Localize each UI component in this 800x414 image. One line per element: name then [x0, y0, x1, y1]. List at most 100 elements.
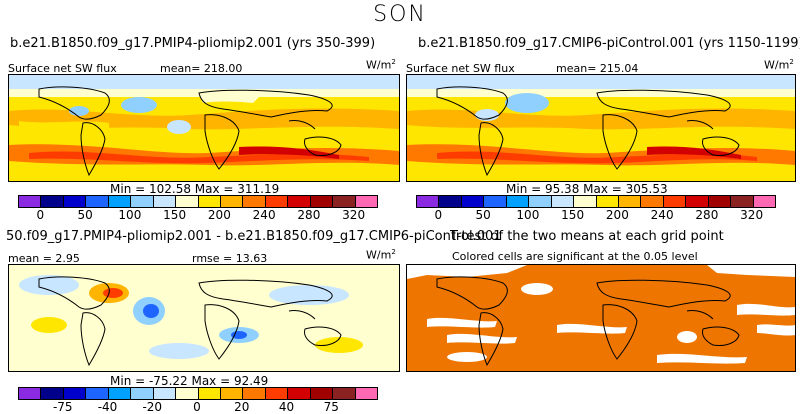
diff-colorbar-swatch: [243, 388, 266, 399]
abs-colorbar-swatch: [417, 196, 440, 207]
bottom-right-map: [406, 264, 796, 372]
diff-colorbar-swatch: [41, 388, 64, 399]
abs-colorbar-swatch: [198, 196, 221, 207]
bottom-left-field: [9, 265, 399, 371]
abs-colorbar-swatch: [618, 196, 642, 207]
diff-colorbar-swatch: [131, 388, 154, 399]
abs-colorbar-swatch: [310, 196, 334, 207]
abs-colorbar-swatch: [176, 196, 199, 207]
diff-colorbar-tick-label: 40: [278, 400, 295, 414]
bottom-right-title: T-test of the two means at each grid poi…: [450, 229, 724, 244]
abs-colorbar-tick-label: 0: [36, 208, 45, 222]
abs-colorbar-swatch: [220, 196, 244, 207]
top-right-units: W/m2: [764, 58, 794, 72]
diff-colorbar-swatch: [176, 388, 199, 399]
abs-colorbar-tick-label: 240: [252, 208, 276, 222]
abs-colorbar-tick-label: 280: [695, 208, 719, 222]
abs-colorbar-swatch: [333, 196, 356, 207]
bottom-left-rmse: rmse = 13.63: [192, 252, 268, 265]
bottom-left-map: [8, 264, 400, 372]
top-right-variable: Surface net SW flux: [406, 62, 515, 75]
diff-colorbar-tick-label: -40: [97, 400, 118, 414]
bottom-right-significance-field: [407, 265, 795, 371]
top-left-minmax: Min = 102.58 Max = 311.19: [110, 182, 280, 196]
abs-colorbar-tick-label: 150: [561, 208, 585, 222]
top-left-units: W/m2: [366, 58, 396, 72]
bottom-left-units: W/m2: [366, 248, 396, 262]
bottom-left-colorbar: [18, 387, 378, 400]
abs-colorbar-tick-label: 0: [434, 208, 443, 222]
diff-colorbar-swatch: [310, 388, 334, 399]
top-right-mean: mean= 215.04: [556, 62, 639, 75]
abs-colorbar-swatch: [153, 196, 177, 207]
top-left-title: b.e21.B1850.f09_g17.PMIP4-pliomip2.001 (…: [10, 36, 376, 51]
diff-colorbar-swatch: [355, 388, 377, 399]
abs-colorbar-swatch: [243, 196, 266, 207]
abs-colorbar-swatch: [641, 196, 664, 207]
top-left-map: [8, 74, 400, 182]
abs-colorbar-swatch: [86, 196, 109, 207]
abs-colorbar-swatch: [108, 196, 132, 207]
abs-colorbar-tick-label: 200: [207, 208, 231, 222]
abs-colorbar-swatch: [731, 196, 754, 207]
diff-colorbar-swatch: [333, 388, 356, 399]
diff-colorbar-swatch: [220, 388, 244, 399]
abs-colorbar-swatch: [265, 196, 289, 207]
diff-colorbar-tick-label: -75: [52, 400, 73, 414]
top-left-variable: Surface net SW flux: [8, 62, 117, 75]
diff-colorbar-swatch: [86, 388, 109, 399]
abs-colorbar-tick-label: 50: [475, 208, 491, 222]
abs-colorbar-tick-label: 200: [605, 208, 629, 222]
abs-colorbar-tick-label: 100: [118, 208, 142, 222]
diff-colorbar-tick-label: 20: [234, 400, 250, 414]
abs-colorbar-tick-label: 150: [163, 208, 187, 222]
abs-colorbar-tick-label: 100: [516, 208, 540, 222]
bottom-left-mean: mean = 2.95: [8, 252, 80, 265]
bottom-right-subtitle: Colored cells are significant at the 0.0…: [452, 250, 698, 263]
diff-colorbar-tick-label: -20: [142, 400, 163, 414]
bottom-left-title: 50.f09_g17.PMIP4-pliomip2.001 - b.e21.B1…: [6, 229, 502, 244]
abs-colorbar-swatch: [506, 196, 530, 207]
diff-colorbar-swatch: [288, 388, 311, 399]
top-right-map: [406, 74, 796, 182]
abs-colorbar-swatch: [131, 196, 154, 207]
abs-colorbar-tick-label: 320: [740, 208, 764, 222]
abs-colorbar-tick-label: 50: [77, 208, 93, 222]
top-left-field: [9, 75, 399, 181]
abs-colorbar-tick-label: 240: [650, 208, 674, 222]
diff-colorbar-tick-label: 75: [323, 400, 339, 414]
top-left-colorbar: [18, 195, 378, 208]
diff-colorbar-swatch: [19, 388, 42, 399]
abs-colorbar-swatch: [19, 196, 42, 207]
abs-colorbar-swatch: [574, 196, 597, 207]
diff-colorbar-swatch: [153, 388, 177, 399]
diff-colorbar-swatch: [198, 388, 221, 399]
bottom-left-minmax: Min = -75.22 Max = 92.49: [110, 374, 269, 388]
abs-colorbar-swatch: [484, 196, 507, 207]
abs-colorbar-swatch: [63, 196, 87, 207]
abs-colorbar-swatch: [596, 196, 619, 207]
abs-colorbar-swatch: [708, 196, 732, 207]
abs-colorbar-swatch: [439, 196, 462, 207]
abs-colorbar-swatch: [529, 196, 552, 207]
top-right-minmax: Min = 95.38 Max = 305.53: [506, 182, 668, 196]
abs-colorbar-tick-label: 280: [297, 208, 321, 222]
top-left-mean: mean= 218.00: [160, 62, 243, 75]
top-right-title: b.e21.B1850.f09_g17.CMIP6-piControl.001 …: [418, 36, 800, 51]
abs-colorbar-swatch: [753, 196, 775, 207]
abs-colorbar-swatch: [355, 196, 377, 207]
abs-colorbar-tick-label: 320: [342, 208, 366, 222]
abs-colorbar-swatch: [686, 196, 709, 207]
diff-colorbar-swatch: [265, 388, 289, 399]
diff-colorbar-swatch: [108, 388, 132, 399]
abs-colorbar-swatch: [663, 196, 687, 207]
diff-colorbar-swatch: [63, 388, 87, 399]
season-title: SON: [373, 2, 427, 27]
diff-colorbar-tick-label: 0: [193, 400, 201, 414]
abs-colorbar-swatch: [288, 196, 311, 207]
top-right-field: [407, 75, 795, 181]
abs-colorbar-swatch: [461, 196, 485, 207]
abs-colorbar-swatch: [551, 196, 575, 207]
abs-colorbar-swatch: [41, 196, 64, 207]
top-right-colorbar: [416, 195, 776, 208]
